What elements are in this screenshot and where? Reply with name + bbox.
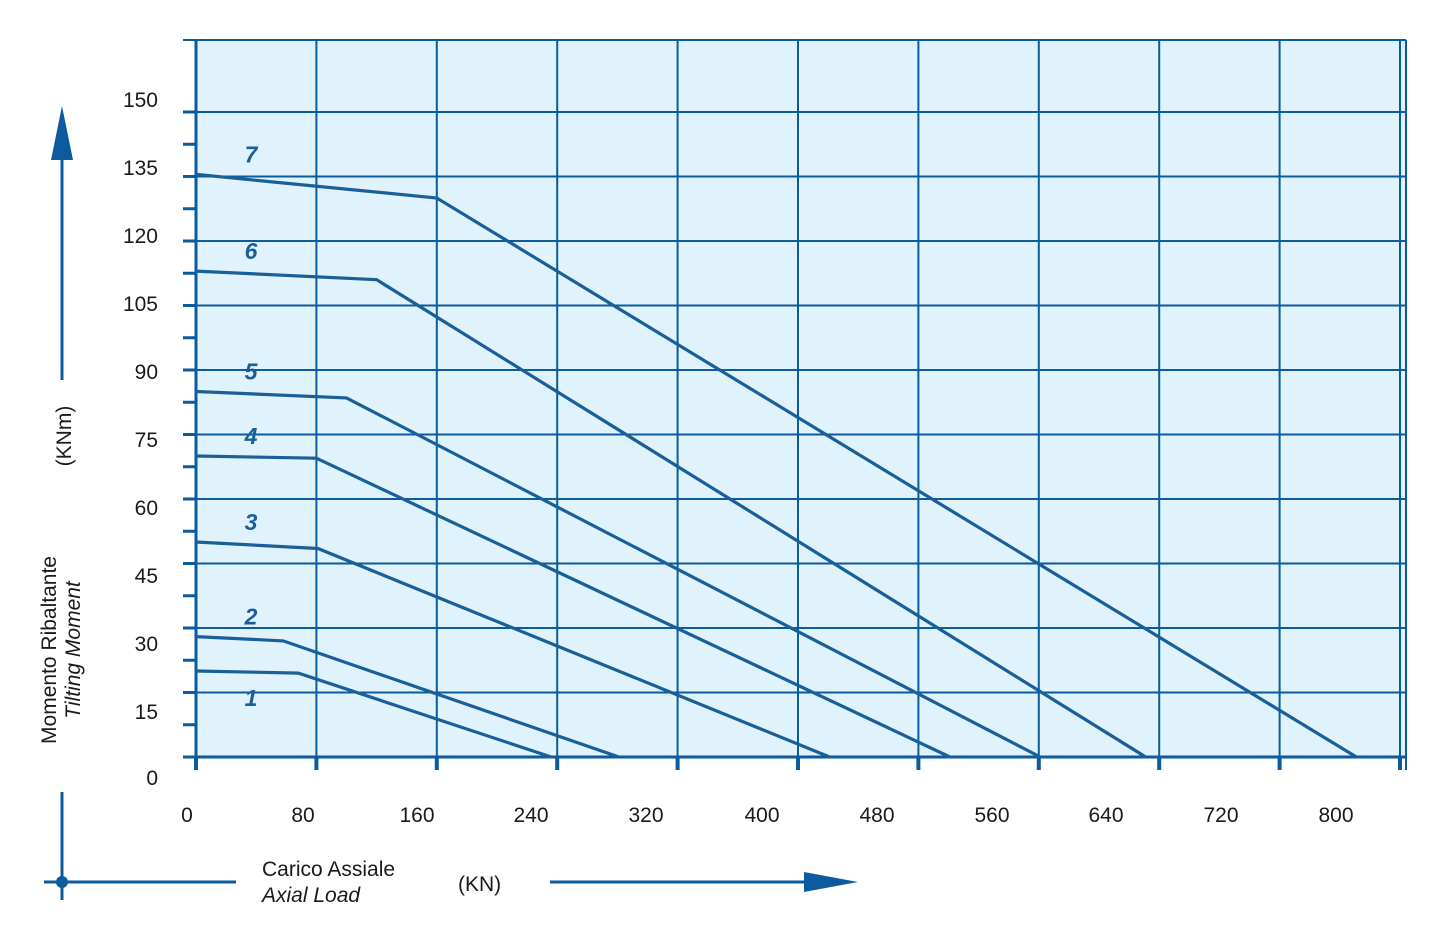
x-label-line1: Carico Assiale <box>262 858 395 881</box>
y-tick-label-105: 105 <box>123 293 158 316</box>
y-tick-label-135: 135 <box>123 157 158 180</box>
x-tick-label-240: 240 <box>513 804 548 827</box>
y-tick-label-60: 60 <box>135 497 158 520</box>
curves <box>195 172 1358 759</box>
curve-label-4: 4 <box>244 423 258 449</box>
y-tick-label-30: 30 <box>135 633 158 656</box>
y-tick-label-45: 45 <box>135 565 158 588</box>
grid <box>183 39 1407 770</box>
curve-7 <box>195 172 1358 759</box>
plot-background <box>196 40 1406 757</box>
x-tick-label-320: 320 <box>628 804 663 827</box>
x-tick-label-560: 560 <box>974 804 1009 827</box>
y-tick-label-0: 0 <box>146 767 158 790</box>
curve-6 <box>195 269 1147 759</box>
x-tick-label-800: 800 <box>1318 804 1353 827</box>
x-tick-label-160: 160 <box>399 804 434 827</box>
y-label-line2: Tilting Moment <box>62 580 85 719</box>
curve-label-1: 1 <box>245 685 258 711</box>
y-tick-label-15: 15 <box>135 701 158 724</box>
x-label-line2: Axial Load <box>260 884 361 907</box>
y-axis-arrow <box>51 106 73 380</box>
x-tick-labels: 0 80 160 240 320 400 480 560 640 720 800 <box>181 804 1353 827</box>
curve-2 <box>195 635 620 759</box>
axis-origin-corner <box>44 792 236 900</box>
y-label-line1: Momento Ribaltante <box>38 556 61 744</box>
curve-label-3: 3 <box>245 509 258 535</box>
x-tick-label-480: 480 <box>859 804 894 827</box>
curve-label-6: 6 <box>245 238 258 264</box>
y-tick-label-75: 75 <box>135 429 158 452</box>
curve-labels: 1 2 3 4 5 6 7 <box>244 141 259 711</box>
y-tick-labels: 0 15 30 45 60 75 90 105 120 135 150 <box>123 89 158 790</box>
x-tick-label-0: 0 <box>181 804 193 827</box>
curve-label-5: 5 <box>245 359 259 385</box>
y-tick-label-150: 150 <box>123 89 158 112</box>
x-tick-label-720: 720 <box>1203 804 1238 827</box>
y-axis-unit: (KNm) <box>53 406 76 467</box>
x-label-unit: (KN) <box>458 873 501 896</box>
axis-ticks <box>183 110 1402 770</box>
x-axis-arrow <box>550 872 858 892</box>
y-tick-label-120: 120 <box>123 225 158 248</box>
x-tick-label-640: 640 <box>1088 804 1123 827</box>
curve-1 <box>195 669 552 759</box>
x-tick-label-80: 80 <box>291 804 314 827</box>
x-tick-label-400: 400 <box>744 804 779 827</box>
curve-4 <box>195 454 951 759</box>
curve-label-2: 2 <box>244 604 258 630</box>
y-label-unit: (KNm) <box>53 406 76 467</box>
curve-label-7: 7 <box>245 141 259 167</box>
curve-3 <box>195 540 831 759</box>
y-axis-label: Momento Ribaltante Tilting Moment <box>38 556 85 744</box>
curve-5 <box>195 389 1042 759</box>
y-tick-label-90: 90 <box>135 361 158 384</box>
